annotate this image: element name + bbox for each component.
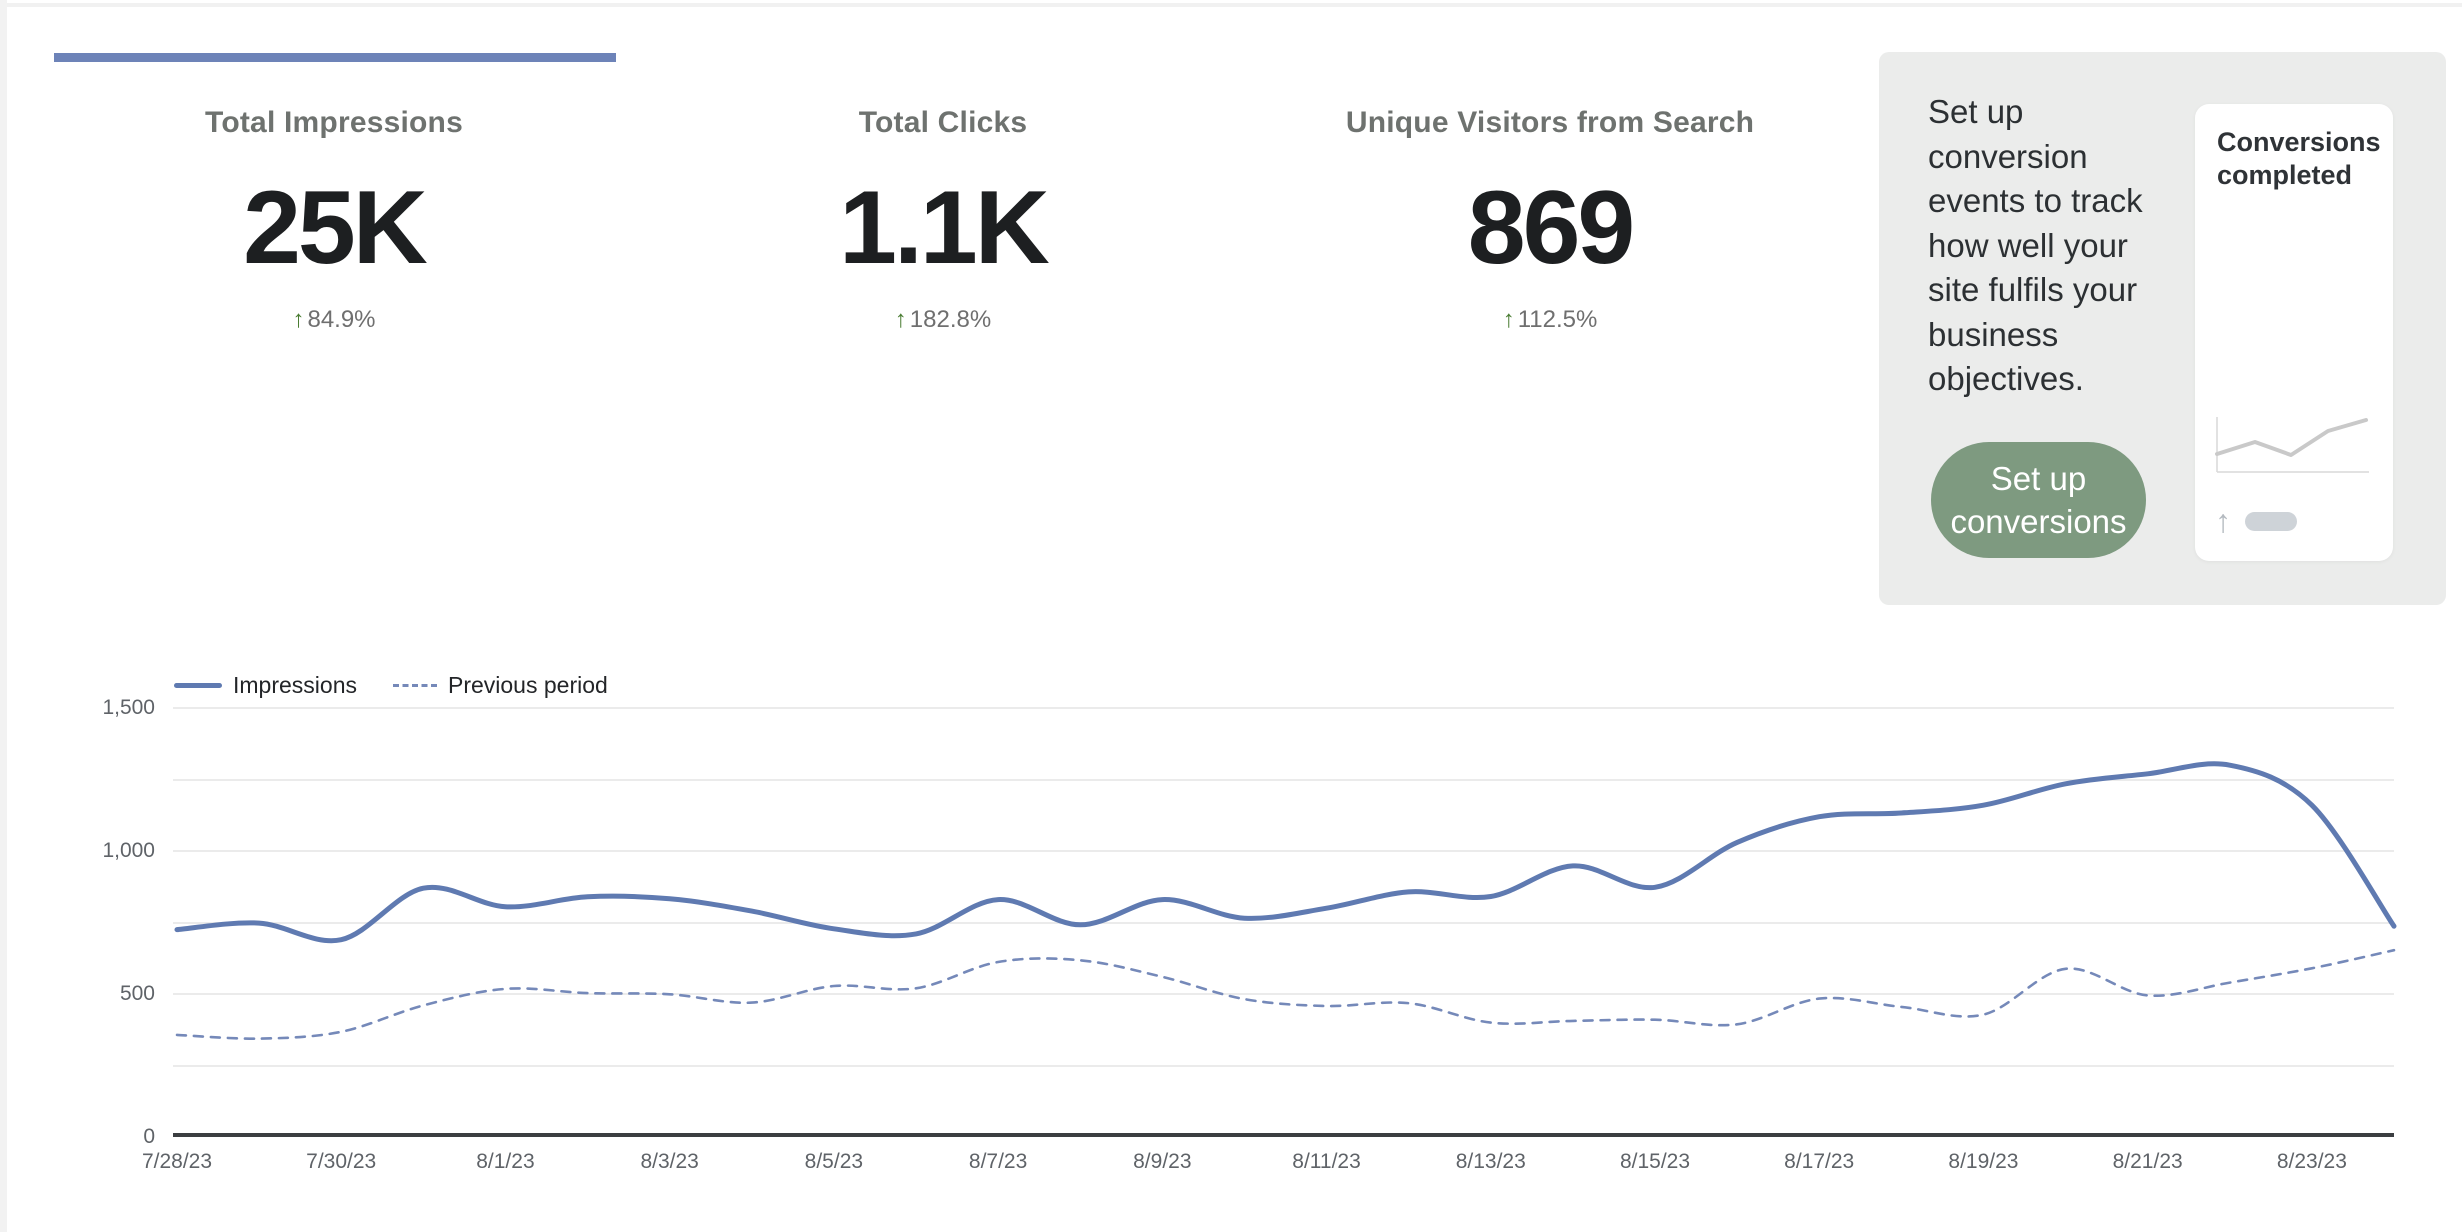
x-axis-tick-label: 8/3/23 (640, 1150, 699, 1173)
page-top-border (7, 3, 2462, 7)
series-line-solid (174, 761, 2397, 944)
metric-title: Unique Visitors from Search (1345, 106, 1755, 139)
active-tab-indicator (54, 53, 616, 62)
x-axis-tick-label: 8/19/23 (1948, 1150, 2019, 1173)
x-axis-tick-label: 8/13/23 (1455, 1150, 1526, 1173)
placeholder-pill (2245, 511, 2297, 531)
legend-item-solid: Impressions (174, 672, 357, 699)
gridline (173, 707, 2394, 709)
tab-unique-visitors[interactable]: Unique Visitors from Search 869 ↑ 112.5% (1250, 106, 1850, 346)
tab-total-impressions[interactable]: Total Impressions 25K ↑ 84.9% (34, 106, 634, 346)
tab-total-clicks[interactable]: Total Clicks 1.1K ↑ 182.8% (643, 106, 1243, 346)
metric-value: 25K (243, 170, 428, 286)
legend-label: Impressions (233, 672, 357, 698)
gridline (173, 993, 2394, 995)
x-axis-tick-label: 8/9/23 (1133, 1150, 1192, 1173)
conversions-sparkline (2215, 414, 2371, 476)
x-axis-tick-label: 8/21/23 (2112, 1150, 2183, 1173)
gridline (173, 921, 2394, 924)
solid-line-swatch-icon (174, 683, 222, 688)
x-axis-tick-label: 8/23/23 (2276, 1150, 2347, 1173)
x-axis-tick-label: 7/30/23 (306, 1150, 377, 1173)
gridline (173, 850, 2394, 852)
up-arrow-icon: ↑ (1502, 306, 1515, 333)
up-arrow-icon: ↑ (2215, 503, 2231, 539)
y-axis-tick-label: 500 (119, 982, 155, 1005)
x-axis-tick-label: 8/7/23 (968, 1150, 1028, 1173)
legend-label: Previous period (447, 672, 608, 698)
dashed-line-swatch-icon (392, 684, 437, 687)
y-axis-tick-label: 1,500 (102, 696, 155, 719)
x-axis-tick-label: 8/11/23 (1292, 1150, 1361, 1173)
x-axis-tick-label: 8/5/23 (804, 1150, 864, 1173)
metric-value: 1.1K (839, 170, 1050, 286)
y-axis-tick-label: 0 (143, 1125, 155, 1148)
x-axis-tick-label: 7/28/23 (141, 1150, 213, 1173)
setup-conversions-message: Set up conversion events to track how we… (1928, 93, 2143, 397)
x-axis-tick-label: 8/15/23 (1619, 1150, 1691, 1173)
y-axis-tick-label: 1,000 (102, 839, 155, 862)
conversions-preview-card: Conversions completed ↑ (2195, 104, 2393, 561)
conversions-preview-title: Conversions completed (2217, 127, 2381, 190)
sparkline-canvas (2215, 417, 2369, 473)
conversions-preview-footer: ↑ (2215, 504, 2297, 538)
up-arrow-icon: ↑ (292, 306, 305, 333)
metric-delta-value: 84.9% (307, 306, 376, 333)
metric-delta: ↑ 112.5% (1250, 306, 1850, 334)
chart-legend: Impressions Previous period (174, 672, 644, 699)
x-axis-tick-label: 8/17/23 (1784, 1150, 1855, 1173)
metric-title: Total Clicks (858, 106, 1028, 139)
x-axis-tick-label: 8/1/23 (476, 1150, 535, 1173)
page-left-edge (0, 0, 7, 1232)
up-arrow-icon: ↑ (894, 306, 907, 333)
legend-item-dashed: Previous period (392, 672, 608, 699)
metric-delta-value: 112.5% (1517, 306, 1598, 333)
metric-title: Total Impressions (205, 106, 463, 139)
gridline (173, 778, 2394, 781)
metric-value: 869 (1467, 170, 1636, 286)
setup-conversions-card: Set up conversion events to track how we… (1879, 52, 2446, 605)
gridline (173, 1064, 2394, 1067)
x-axis-line (173, 1133, 2394, 1137)
setup-conversions-button[interactable]: Set up conversions (1931, 442, 2146, 558)
metric-delta-value: 182.8% (909, 306, 992, 333)
metric-delta: ↑ 84.9% (34, 306, 634, 334)
metric-delta: ↑ 182.8% (643, 306, 1243, 334)
